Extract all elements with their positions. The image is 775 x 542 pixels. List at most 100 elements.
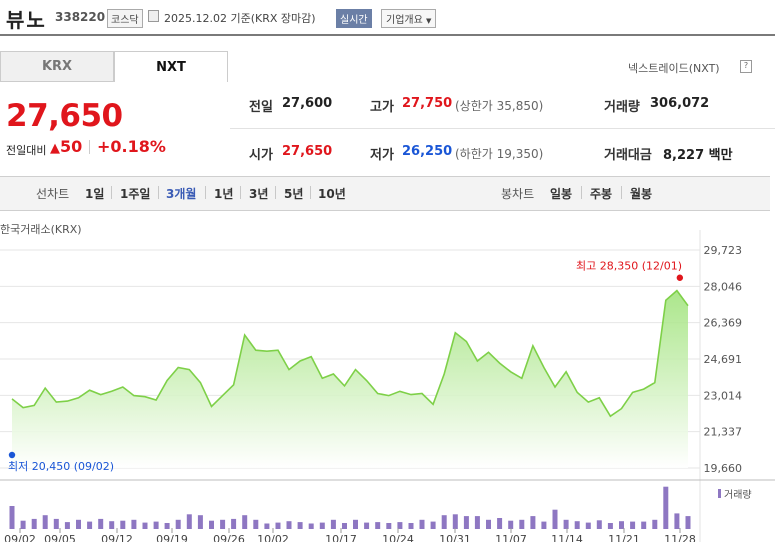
volume-bar [441,515,447,529]
x-tick-label: 09/02 [4,533,36,542]
volume-bar [253,519,259,529]
volume-bar [641,521,647,529]
y-tick-label: 24,691 [704,353,743,366]
change-divider [89,140,90,154]
tab-nxt[interactable]: NXT [114,51,228,82]
candle-weekly[interactable]: 주봉 [590,187,613,201]
volume-bar [386,523,392,529]
volume-value: 306,072 [650,96,710,111]
live-badge[interactable]: 실시간 [336,9,372,28]
price-line [11,289,689,418]
period-3y[interactable]: 3년 [249,187,269,201]
period-1y[interactable]: 1년 [214,187,234,201]
stock-code: 338220 [55,10,106,24]
x-tick-label: 10/02 [257,533,289,542]
volume-label: 거래량 [604,100,640,115]
candle-chart-label: 봉차트 [501,187,535,201]
amount-label: 거래대금 [604,148,652,163]
current-price: 27,650 [6,98,123,134]
calendar-icon [148,10,159,22]
volume-bar [596,520,602,529]
y-tick-label: 21,337 [704,426,743,439]
volume-bar [76,519,81,529]
up-triangle-icon: ▲ [50,141,60,156]
volume-bar [463,516,469,529]
open-value: 27,650 [282,144,333,159]
volume-bar [31,518,37,529]
volume-bar [519,519,525,529]
period-1w[interactable]: 1주일 [120,187,151,201]
high-value: 27,750 [402,96,453,111]
x-tick-label: 09/05 [44,533,76,542]
corp-info-label: 기업개요 [386,15,423,26]
date-info: 2025.12.02 기준(KRX 장마감) [164,12,316,25]
volume-bar [109,521,115,529]
volume-bar [231,518,237,529]
change-value: ▲50 [50,137,82,156]
y-tick-label: 28,046 [704,280,743,293]
volume-bar [131,519,137,529]
upper-limit: (상한가 35,850) [455,99,544,113]
volume-bar [552,509,558,529]
y-tick-label: 29,723 [704,244,743,257]
x-tick-label: 09/26 [213,533,245,542]
x-tick-label: 09/19 [156,533,188,542]
volume-bar [186,514,192,529]
volume-bar [430,521,436,529]
volume-bar [275,522,281,529]
candle-monthly[interactable]: 월봉 [630,187,653,201]
low-label: 저가 [370,148,394,163]
x-tick-label: 11/07 [495,533,527,542]
period-5y[interactable]: 5년 [284,187,304,201]
y-tick-label: 19,660 [704,462,743,475]
change-amount: 50 [60,137,83,156]
volume-bar [408,523,414,529]
volume-bar [353,519,358,529]
volume-bar [330,519,336,529]
volume-bar [342,523,347,529]
volume-bar [286,521,292,529]
period-1d[interactable]: 1일 [85,187,105,201]
stock-name: 뷰노 [6,8,47,32]
volume-bar [9,506,15,529]
volume-bar [220,519,226,529]
volume-bar [585,522,591,529]
high-marker [676,274,684,281]
amount-value: 8,227 백만 [663,148,733,163]
period-3m[interactable]: 3개월 [166,187,197,201]
volume-bar [397,522,403,529]
period-10y[interactable]: 10년 [318,187,346,201]
volume-bar [164,523,170,529]
price-area [12,290,688,468]
volume-bar [197,515,203,529]
volume-bar [20,520,26,529]
volume-bar [486,519,491,529]
header-bar [0,0,775,36]
volume-bar [630,521,636,529]
tab-krx[interactable]: KRX [0,51,114,82]
volume-bar [242,515,248,529]
volume-bar [120,520,126,529]
volume-bar [308,523,314,529]
corp-info-dropdown[interactable]: 기업개요 ▼ [381,9,437,28]
volume-bar [497,518,503,529]
change-percent: +0.18% [97,137,166,156]
volume-bar [619,521,624,529]
volume-bar [663,486,669,529]
volume-legend-swatch [718,489,721,498]
volume-bar [297,522,303,529]
help-icon[interactable]: ? [740,60,752,73]
candle-daily[interactable]: 일봉 [550,187,573,201]
volume-bar [364,522,370,529]
volume-bar [674,513,680,529]
volume-bar [607,523,613,529]
market-badge: 코스닥 [107,9,143,28]
open-label: 시가 [249,148,273,163]
low-value: 26,250 [402,144,453,159]
chart-source-label: 한국거래소(KRX) [0,223,82,236]
low-annotation: 최저 20,450 (09/02) [8,460,114,473]
nxt-link[interactable]: 넥스트레이드(NXT) [628,62,720,75]
volume-bar [98,518,104,529]
prev-close-value: 27,600 [282,96,333,111]
x-tick-label: 10/24 [382,533,414,542]
